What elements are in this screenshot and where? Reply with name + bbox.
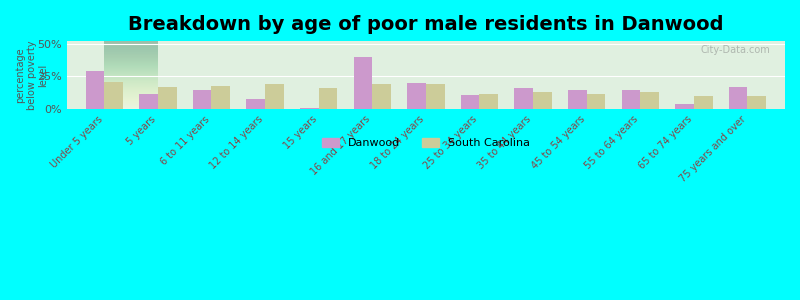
Bar: [158, 87, 177, 109]
Bar: [461, 95, 479, 109]
Bar: [622, 90, 640, 109]
Bar: [407, 83, 426, 109]
Bar: [246, 99, 265, 109]
Bar: [426, 84, 445, 109]
Title: Breakdown by age of poor male residents in Danwood: Breakdown by age of poor male residents …: [128, 15, 724, 34]
Bar: [479, 94, 498, 109]
Bar: [694, 96, 713, 109]
Bar: [533, 92, 552, 109]
Bar: [265, 84, 284, 109]
Legend: Danwood, South Carolina: Danwood, South Carolina: [318, 133, 534, 153]
Bar: [139, 94, 158, 109]
Y-axis label: percentage
below poverty
level: percentage below poverty level: [15, 40, 48, 110]
Bar: [211, 86, 230, 109]
Bar: [729, 87, 747, 109]
Bar: [372, 84, 391, 109]
Bar: [318, 88, 338, 109]
Bar: [104, 82, 123, 109]
Bar: [640, 92, 659, 109]
Bar: [586, 94, 606, 109]
Bar: [675, 104, 694, 109]
Bar: [86, 71, 104, 109]
Text: City-Data.com: City-Data.com: [701, 44, 770, 55]
Bar: [300, 108, 318, 109]
Bar: [354, 57, 372, 109]
Bar: [747, 96, 766, 109]
Bar: [568, 90, 586, 109]
Bar: [193, 90, 211, 109]
Bar: [514, 88, 533, 109]
